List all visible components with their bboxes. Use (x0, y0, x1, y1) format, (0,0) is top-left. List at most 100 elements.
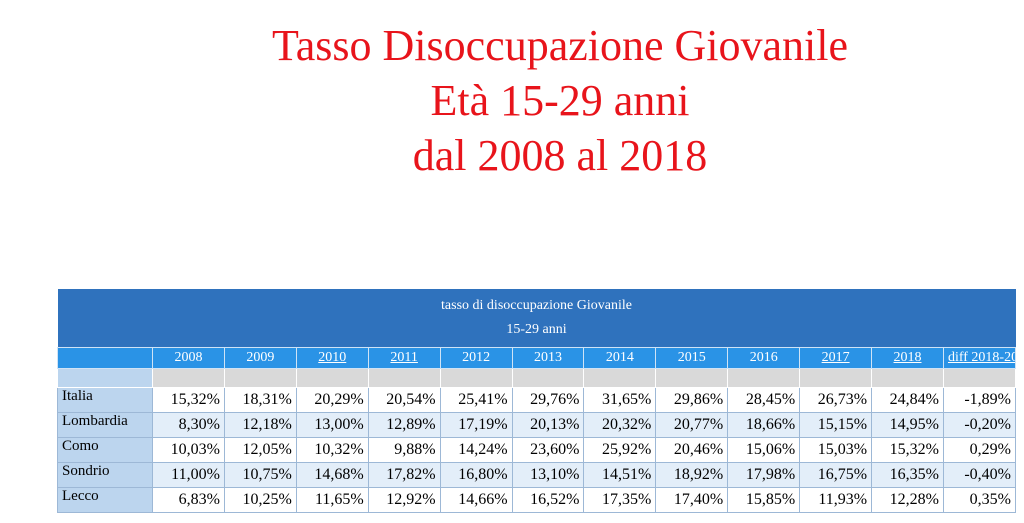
row-label: Lombardia (57, 412, 153, 438)
spacer-cell (655, 368, 729, 388)
cell: -1,89% (942, 387, 1017, 413)
column-header: 2009 (223, 347, 297, 369)
cell: 12,92% (367, 487, 441, 513)
data-row: Italia 15,32% 18,31% 20,29% 20,54% 25,41% 29,7… (57, 387, 1017, 413)
title-line: Età 15-29 anni (430, 76, 690, 125)
title-line: dal 2008 al 2018 (412, 131, 708, 180)
spacer-cell (727, 368, 801, 388)
cell: 18,31% (223, 387, 297, 413)
cell: 24,84% (871, 387, 944, 413)
cell: 20,46% (655, 437, 729, 463)
row-label: Sondrio (57, 462, 153, 488)
cell: -0,40% (942, 462, 1017, 488)
cell: 14,51% (583, 462, 657, 488)
column-header: diff 2018-2017 (942, 347, 1017, 369)
data-row: Como 10,03% 12,05% 10,32% 9,88% 14,24% 23,60% 2… (57, 437, 1017, 463)
spacer-cell (511, 368, 585, 388)
cell: 20,77% (655, 412, 729, 438)
data-row: Lecco 6,83% 10,25% 11,65% 12,92% 14,66% 16,52%… (57, 487, 1017, 513)
cell: 0,29% (942, 437, 1017, 463)
column-header: 2013 (511, 347, 585, 369)
spacer-cell (439, 368, 513, 388)
column-header: 2016 (727, 347, 801, 369)
cell: 20,13% (511, 412, 585, 438)
data-table: tasso di disoccupazione Giovanile 15-29 a… (57, 289, 1017, 513)
spacer-cell (223, 368, 297, 388)
cell: 11,65% (295, 487, 369, 513)
header-cell (57, 347, 153, 369)
cell: 16,35% (871, 462, 944, 488)
spacer-cell (152, 368, 225, 388)
title-line: Tasso Disoccupazione Giovanile (271, 21, 849, 70)
cell: 25,92% (583, 437, 657, 463)
caption-line: 15-29 anni (506, 322, 567, 337)
cell: 11,93% (799, 487, 873, 513)
cell: 14,66% (439, 487, 513, 513)
cell: 16,52% (511, 487, 585, 513)
cell: 23,60% (511, 437, 585, 463)
header-row: 2008 2009 2010 2011 2012 2013 2014 2015 2016 2017… (57, 347, 1017, 369)
cell: 28,45% (727, 387, 801, 413)
column-header: 2010 (295, 347, 369, 369)
row-label: Lecco (57, 487, 153, 513)
cell: 17,19% (439, 412, 513, 438)
column-header: 2012 (439, 347, 513, 369)
cell: 8,30% (152, 412, 225, 438)
cell: 15,32% (871, 437, 944, 463)
cell: 13,10% (511, 462, 585, 488)
cell: 15,03% (799, 437, 873, 463)
cell: -0,20% (942, 412, 1017, 438)
cell: 12,28% (871, 487, 944, 513)
cell: 29,76% (511, 387, 585, 413)
cell: 15,06% (727, 437, 801, 463)
cell: 29,86% (655, 387, 729, 413)
cell: 11,00% (152, 462, 225, 488)
spacer-cell (799, 368, 873, 388)
column-header: 2008 (152, 347, 225, 369)
spacer-cell (295, 368, 369, 388)
data-row: Lombardia 8,30% 12,18% 13,00% 12,89% 17,19% 20… (57, 412, 1017, 438)
spacer-cell (583, 368, 657, 388)
cell: 25,41% (439, 387, 513, 413)
cell: 17,82% (367, 462, 441, 488)
cell: 10,32% (295, 437, 369, 463)
column-header: 2017 (799, 347, 873, 369)
cell: 10,75% (223, 462, 297, 488)
column-header: 2018 (871, 347, 944, 369)
spacer-cell (57, 368, 153, 388)
cell: 15,32% (152, 387, 225, 413)
caption-line: tasso di disoccupazione Giovanile (441, 298, 632, 313)
row-label: Como (57, 437, 153, 463)
column-header: 2011 (367, 347, 441, 369)
cell: 17,40% (655, 487, 729, 513)
caption: tasso di disoccupazione Giovanile 15-29 a… (57, 289, 1016, 348)
spacer-cell (942, 368, 1017, 388)
cell: 17,98% (727, 462, 801, 488)
cell: 20,29% (295, 387, 369, 413)
cell: 17,35% (583, 487, 657, 513)
cell: 14,95% (871, 412, 944, 438)
cell: 31,65% (583, 387, 657, 413)
data-row: Sondrio 11,00% 10,75% 14,68% 17,82% 16,80% 13,… (57, 462, 1017, 488)
cell: 12,18% (223, 412, 297, 438)
caption-row: tasso di disoccupazione Giovanile 15-29 a… (57, 289, 1016, 348)
cell: 20,32% (583, 412, 657, 438)
column-header: 2014 (583, 347, 657, 369)
cell: 15,85% (727, 487, 801, 513)
cell: 14,24% (439, 437, 513, 463)
cell: 12,05% (223, 437, 297, 463)
cell: 10,25% (223, 487, 297, 513)
cell: 18,92% (655, 462, 729, 488)
cell: 12,89% (367, 412, 441, 438)
spacer-cell (871, 368, 944, 388)
cell: 16,80% (439, 462, 513, 488)
cell: 0,35% (942, 487, 1017, 513)
cell: 10,03% (152, 437, 225, 463)
row-label: Italia (57, 387, 153, 413)
cell: 18,66% (727, 412, 801, 438)
cell: 20,54% (367, 387, 441, 413)
cell: 6,83% (152, 487, 225, 513)
cell: 9,88% (367, 437, 441, 463)
column-header: 2015 (655, 347, 729, 369)
